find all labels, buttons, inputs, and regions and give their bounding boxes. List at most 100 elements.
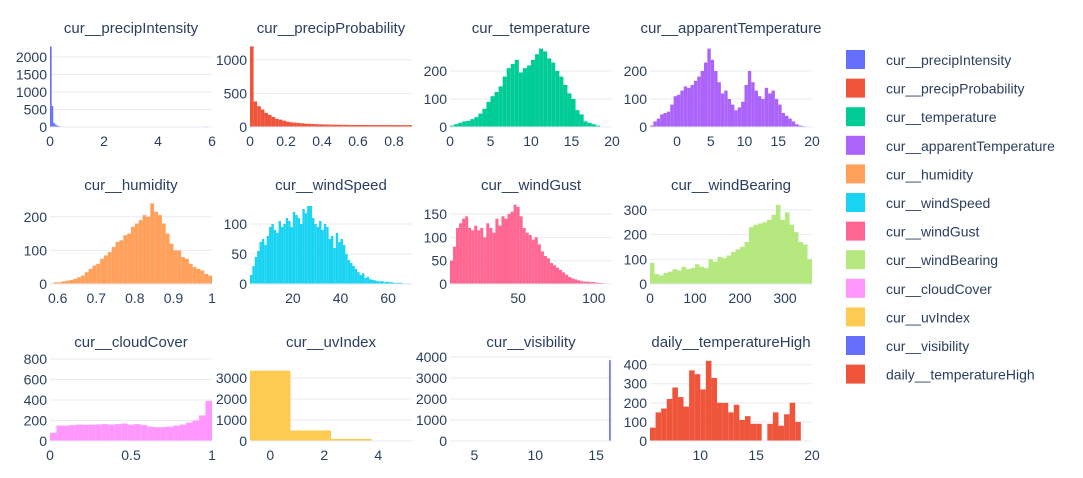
- legend-item[interactable]: cur__precipIntensity: [846, 50, 1011, 69]
- y-tick-label: 50: [231, 246, 247, 262]
- histogram-bar: [486, 101, 491, 127]
- histogram-bar: [714, 71, 718, 127]
- histogram-bar: [526, 65, 531, 127]
- x-tick-label: 0: [673, 133, 681, 149]
- histogram-bar: [656, 118, 661, 127]
- histogram-bar: [138, 220, 143, 284]
- legend-item[interactable]: cur__uvIndex: [846, 307, 970, 327]
- x-tick-label: 0: [446, 133, 454, 149]
- y-tick-label: 100: [624, 414, 648, 430]
- histogram-bar: [708, 259, 713, 284]
- histogram-bar: [699, 266, 704, 284]
- histogram-bar: [123, 235, 128, 284]
- histogram-bar: [653, 121, 657, 127]
- histogram-bar: [498, 86, 503, 127]
- y-tick-label: 50: [431, 253, 447, 269]
- histogram-bar: [789, 224, 794, 284]
- histogram-bar: [504, 218, 508, 284]
- histogram-bar: [668, 271, 673, 284]
- legend-swatch: [846, 193, 865, 212]
- y-tick-label: 3000: [416, 370, 447, 386]
- histogram-bar: [283, 224, 286, 284]
- histogram-bar: [307, 206, 310, 284]
- y-tick-label: 4000: [416, 349, 447, 365]
- histogram-bar: [307, 123, 312, 127]
- histogram-bar: [319, 221, 322, 284]
- histogram-bar: [518, 72, 523, 127]
- histogram-bar: [609, 360, 611, 441]
- subplot-cur-windspeed: 0 50 100 20 40 60 cur__windSpeed: [224, 177, 412, 306]
- histogram-bar: [278, 221, 281, 284]
- histogram-bar: [332, 124, 337, 127]
- histogram-bar: [528, 235, 532, 284]
- histogram-bar: [56, 125, 59, 127]
- histogram-bar: [365, 124, 369, 127]
- y-tick-label: 1000: [216, 412, 247, 428]
- histogram-bar: [290, 430, 331, 441]
- legend-item[interactable]: cur__windBearing: [846, 250, 998, 270]
- legend-item[interactable]: cur__visibility: [846, 336, 969, 355]
- x-tick-label: 15: [564, 133, 580, 149]
- legend-item[interactable]: cur__cloudCover: [846, 278, 992, 298]
- histogram-bar: [650, 427, 656, 441]
- histogram-bar: [713, 261, 718, 284]
- histogram-bar: [196, 268, 201, 284]
- histogram-bar: [254, 257, 258, 284]
- histogram-bar: [761, 99, 765, 127]
- histogram-bar: [710, 59, 715, 127]
- histogram-bar: [408, 125, 412, 127]
- histogram-bar: [498, 225, 502, 284]
- histogram-bar: [192, 267, 197, 284]
- histogram-bar: [314, 224, 317, 284]
- legend-item[interactable]: daily__temperatureHigh: [846, 364, 1035, 384]
- subplot-cur-temperature: 0 100 200 0 5 10 15 20 cur__temperature: [424, 20, 620, 149]
- histogram-bar: [722, 258, 727, 284]
- y-tick-label: 200: [624, 395, 648, 411]
- histogram-bar: [293, 122, 297, 127]
- histogram-bar: [474, 117, 479, 127]
- histogram-bar: [776, 204, 781, 284]
- histogram-bar: [771, 90, 775, 127]
- legend-item[interactable]: cur__windSpeed: [846, 193, 990, 212]
- histogram-bar: [208, 275, 212, 284]
- histogram-bar: [559, 270, 563, 284]
- histogram-bar: [677, 397, 684, 441]
- y-tick-label: 2000: [416, 391, 447, 407]
- histogram-bar: [333, 248, 336, 284]
- y-tick-label: 200: [24, 413, 48, 429]
- legend-item[interactable]: cur__humidity: [846, 164, 973, 184]
- histogram-bar: [772, 412, 779, 441]
- histogram-bar: [744, 242, 749, 284]
- x-tick-label: 1: [208, 290, 216, 306]
- histogram-bar: [583, 281, 587, 284]
- y-tick-label: 200: [624, 227, 648, 243]
- histogram-bar: [453, 246, 457, 284]
- histogram-bar: [663, 272, 668, 284]
- y-tick-label: 0: [639, 433, 647, 449]
- histogram-bar: [173, 425, 180, 441]
- histogram-bar: [50, 46, 52, 127]
- legend-item[interactable]: cur__precipProbability: [846, 78, 1025, 98]
- subplot-title: daily__temperatureHigh: [651, 334, 810, 351]
- histogram-bar: [717, 402, 723, 441]
- histogram-bar: [397, 125, 402, 127]
- legend-item[interactable]: cur__apparentTemperature: [846, 135, 1055, 155]
- histogram-bar: [767, 423, 773, 441]
- legend-item[interactable]: cur__windGust: [846, 221, 979, 241]
- histogram-bar: [372, 125, 376, 127]
- histogram-bar: [789, 402, 796, 441]
- legend-item[interactable]: cur__temperature: [846, 107, 997, 127]
- histogram-bar: [121, 423, 128, 441]
- histogram-bar: [271, 116, 276, 127]
- x-tick-label: 0: [266, 447, 274, 463]
- y-tick-label: 100: [224, 216, 248, 232]
- y-tick-label: 0: [239, 276, 247, 292]
- x-tick-label: 0.5: [121, 447, 141, 463]
- histogram-bar: [587, 122, 592, 127]
- histogram-bar: [366, 276, 370, 284]
- histogram-bar: [571, 278, 575, 284]
- histogram-bar: [650, 125, 654, 127]
- histogram-bar: [650, 263, 655, 284]
- y-tick-label: 0: [239, 119, 247, 135]
- histogram-bar: [252, 266, 255, 284]
